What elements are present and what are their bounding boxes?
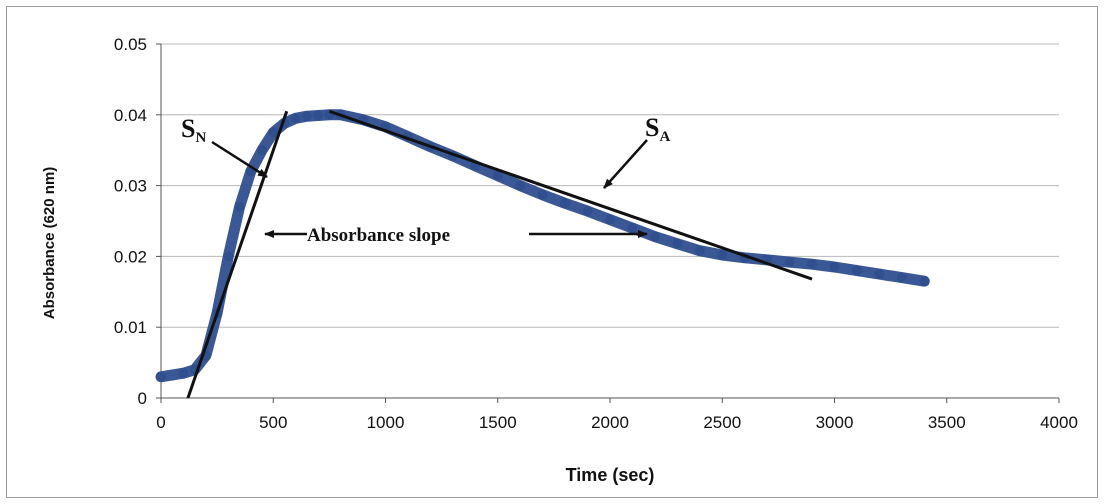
data-point: [301, 111, 312, 122]
absorbance-chart: 0 0.01 0.02 0.03 0.04 0.05 0 500 1000 1500 2000 250…: [41, 35, 1078, 485]
data-point: [874, 269, 885, 280]
data-point: [582, 206, 593, 217]
x-tick-label: 500: [259, 413, 287, 432]
data-point: [694, 245, 705, 256]
data-point: [515, 180, 526, 191]
data-point: [313, 110, 324, 121]
data-point: [919, 276, 930, 287]
axes: [156, 43, 1060, 403]
y-tick-label: 0.03: [114, 177, 147, 196]
y-tick-label: 0.05: [114, 35, 147, 54]
x-axis-title: Time (sec): [566, 465, 655, 485]
data-point: [784, 257, 795, 268]
data-point: [896, 272, 907, 283]
data-point: [829, 262, 840, 273]
fit-lines: [186, 109, 813, 399]
data-point: [717, 249, 728, 260]
data-point: [257, 145, 268, 156]
data-point: [649, 231, 660, 242]
data-point: [268, 127, 279, 138]
x-tick-label: 1000: [367, 413, 405, 432]
fit-line-sn: [186, 110, 289, 399]
x-tick-label: 1500: [479, 413, 517, 432]
annotations: SN SA Absorbance slope: [181, 113, 670, 246]
sa-label: SA: [645, 113, 670, 145]
sn-label-main: S: [181, 114, 195, 143]
x-tick-label: 3500: [928, 413, 966, 432]
data-point: [851, 265, 862, 276]
absorbance-slope-label: Absorbance slope: [307, 225, 450, 246]
y-tick-label: 0: [138, 389, 147, 408]
data-point: [234, 201, 245, 212]
sn-arrow: [211, 140, 268, 179]
y-tick-label: 0.04: [114, 106, 147, 125]
x-tick-label: 4000: [1040, 413, 1078, 432]
sa-label-sub: A: [659, 129, 670, 145]
data-series: [155, 109, 930, 383]
data-point: [560, 198, 571, 209]
chart-frame: 0 0.01 0.02 0.03 0.04 0.05 0 500 1000 1500 2000 250…: [6, 6, 1098, 498]
data-point: [537, 189, 548, 200]
data-point: [605, 214, 615, 225]
sa-arrow: [603, 139, 648, 189]
data-point: [492, 170, 503, 181]
sn-label: SN: [181, 114, 206, 146]
data-point: [290, 113, 301, 124]
x-tick-label: 0: [156, 413, 165, 432]
data-point: [178, 368, 189, 379]
tick-labels: 0 0.01 0.02 0.03 0.04 0.05 0 500 1000 1500 2000 250…: [114, 35, 1078, 432]
x-tick-label: 2500: [703, 413, 741, 432]
x-tick-label: 2000: [591, 413, 629, 432]
fit-line-sa: [328, 109, 813, 281]
sn-label-sub: N: [195, 130, 206, 146]
sa-label-main: S: [645, 113, 659, 142]
y-axis-title: Absorbance (620 nm): [41, 167, 58, 320]
y-tick-label: 0.02: [114, 247, 147, 266]
x-tick-label: 3000: [816, 413, 854, 432]
data-point: [807, 259, 818, 270]
data-point: [672, 238, 683, 249]
data-point: [156, 371, 166, 382]
data-point: [223, 251, 234, 262]
y-tick-label: 0.01: [114, 318, 147, 337]
data-point: [627, 223, 638, 234]
data-trace: [155, 109, 930, 383]
